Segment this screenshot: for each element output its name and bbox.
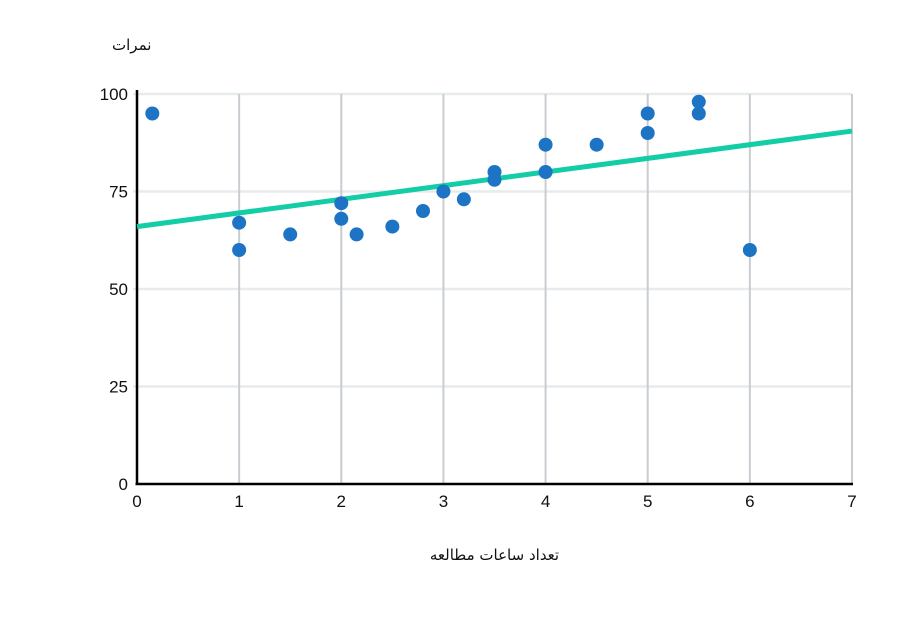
y-tick-label: 0 xyxy=(119,475,128,494)
scatter-point xyxy=(232,243,247,257)
scatter-point xyxy=(232,215,247,230)
x-tick-label: 4 xyxy=(541,492,550,511)
scatter-point xyxy=(538,137,553,152)
x-tick-label: 0 xyxy=(132,492,141,511)
scatter-point xyxy=(640,106,655,121)
scatter-point xyxy=(742,243,757,257)
y-tick-label: 75 xyxy=(109,183,128,202)
scatter-point xyxy=(589,137,604,152)
x-tick-label: 2 xyxy=(337,492,346,511)
scatter-point xyxy=(487,172,502,187)
y-tick-label: 100 xyxy=(100,85,128,104)
scatter-point xyxy=(385,219,400,234)
x-tick-label: 6 xyxy=(745,492,754,511)
scatter-point xyxy=(640,126,655,140)
scatter-point xyxy=(349,227,364,242)
x-tick-label: 5 xyxy=(643,492,652,511)
scatter-point xyxy=(538,165,553,179)
y-tick-label: 25 xyxy=(109,378,128,397)
scatter-point xyxy=(334,196,349,211)
scatter-point xyxy=(436,184,451,199)
scatter-point xyxy=(691,94,706,109)
scatter-point xyxy=(145,106,160,121)
x-tick-label: 7 xyxy=(847,492,856,511)
scatter-point xyxy=(456,192,471,207)
scatter-point xyxy=(334,211,349,226)
x-tick-label: 3 xyxy=(439,492,448,511)
y-axis-title: نمرات xyxy=(112,36,152,54)
x-tick-label: 1 xyxy=(234,492,243,511)
y-tick-label: 50 xyxy=(109,280,128,299)
scatter-point xyxy=(416,204,430,218)
scatter-point xyxy=(283,227,298,242)
scatter-point xyxy=(691,106,706,121)
x-axis-title: تعداد ساعات مطالعه xyxy=(429,546,560,564)
